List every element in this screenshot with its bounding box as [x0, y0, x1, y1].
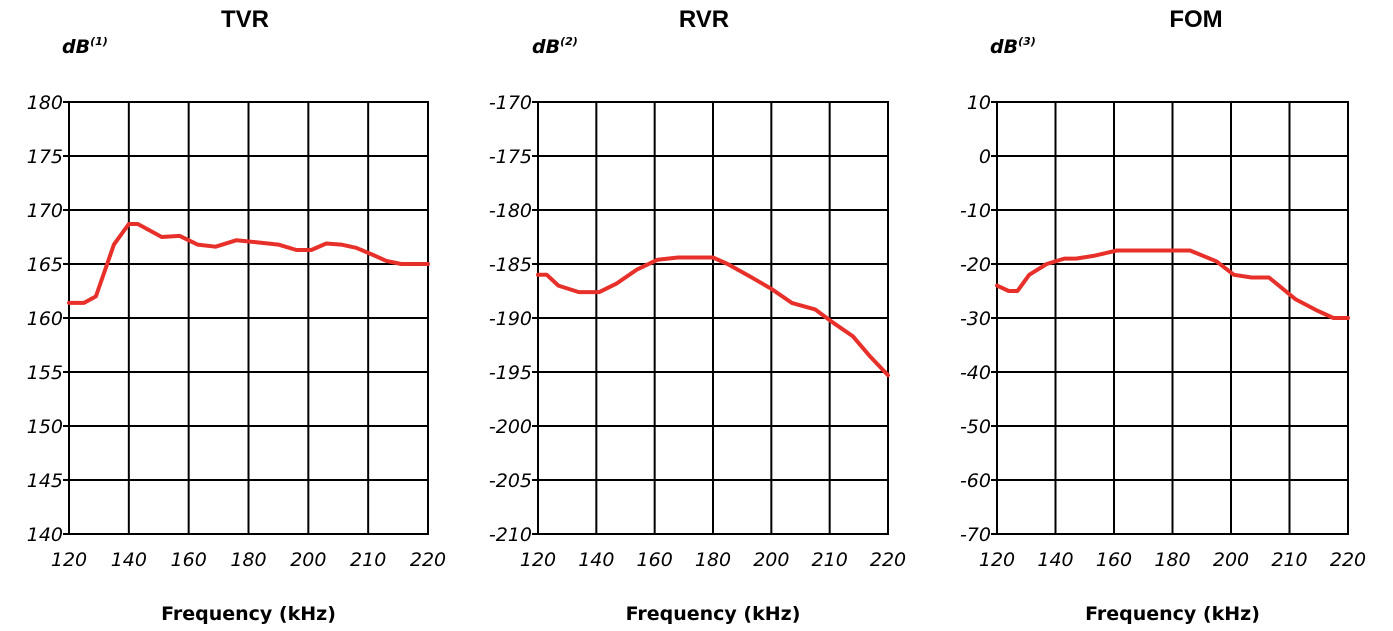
- x-tick-label: 120: [51, 549, 87, 571]
- y-tick-label: 0: [979, 146, 991, 168]
- x-tick-label: 210: [812, 549, 848, 571]
- y-tick-label: -170: [489, 92, 532, 114]
- y-axis-unit-superscript: (3): [1018, 35, 1036, 48]
- plot-frame: [537, 101, 889, 535]
- x-axis-label: Frequency (kHz): [626, 603, 801, 625]
- plot-frame: [68, 101, 429, 535]
- y-tick-label: -40: [960, 362, 991, 384]
- y-tick-label: 150: [27, 416, 63, 438]
- x-tick-label: 210: [350, 549, 386, 571]
- x-tick-label: 220: [870, 549, 906, 571]
- x-tick-label: 200: [290, 549, 326, 571]
- y-axis-unit-label: dB(1): [62, 35, 108, 58]
- y-tick-label: 145: [27, 470, 63, 492]
- x-tick-label: 140: [111, 549, 147, 571]
- x-tick-label: 180: [1154, 549, 1190, 571]
- x-axis-label: Frequency (kHz): [161, 603, 336, 625]
- x-tick-label: 160: [171, 549, 207, 571]
- y-tick-label: 140: [27, 524, 63, 546]
- y-axis-unit: dB: [990, 36, 1018, 58]
- x-tick-label: 120: [979, 549, 1015, 571]
- y-tick-label: 180: [27, 92, 63, 114]
- y-tick-label: -195: [489, 362, 532, 384]
- y-tick-label: -20: [960, 254, 991, 276]
- x-tick-label: 160: [637, 549, 673, 571]
- y-tick-label: -185: [489, 254, 532, 276]
- y-tick-label: -210: [489, 524, 532, 546]
- x-tick-label: 140: [578, 549, 614, 571]
- x-tick-label: 180: [695, 549, 731, 571]
- x-tick-label: 220: [410, 549, 446, 571]
- y-axis-unit-superscript: (1): [90, 35, 108, 48]
- x-tick-label: 120: [520, 549, 556, 571]
- x-tick-label: 220: [1330, 549, 1366, 571]
- y-tick-label: -200: [489, 416, 532, 438]
- y-tick-label: -50: [960, 416, 991, 438]
- x-tick-label: 210: [1271, 549, 1307, 571]
- y-tick-label: 10: [967, 92, 991, 114]
- series-line: [536, 255, 890, 378]
- chart-rvr: RVR dB(2) -170 -175 -180 -185 -190 -195 -200 -205…: [489, 6, 906, 625]
- y-tick-label: 155: [27, 362, 63, 384]
- y-tick-label: -205: [489, 470, 532, 492]
- chart-title: TVR: [221, 6, 269, 33]
- y-tick-label: 165: [27, 254, 63, 276]
- chart-title: RVR: [679, 6, 729, 33]
- series-line: [995, 248, 1350, 320]
- y-tick-label: 175: [27, 146, 63, 168]
- y-tick-label: -30: [960, 308, 991, 330]
- x-tick-label: 180: [230, 549, 266, 571]
- chart-tvr: TVR dB(1) 180 175 170 165 160 155 150 145 140 120 14…: [27, 6, 446, 625]
- y-axis-unit-label: dB(2): [532, 35, 578, 58]
- y-axis-unit: dB: [532, 36, 560, 58]
- y-axis-unit-label: dB(3): [990, 35, 1036, 58]
- series-line: [67, 222, 430, 305]
- y-tick-label: -70: [960, 524, 991, 546]
- y-tick-label: 170: [27, 200, 63, 222]
- y-tick-label: 160: [27, 308, 63, 330]
- x-axis-label: Frequency (kHz): [1085, 603, 1260, 625]
- y-axis-unit-superscript: (2): [560, 35, 578, 48]
- x-tick-label: 140: [1037, 549, 1073, 571]
- x-tick-label: 200: [753, 549, 789, 571]
- y-tick-label: -10: [960, 200, 991, 222]
- y-tick-label: -190: [489, 308, 532, 330]
- x-tick-label: 200: [1213, 549, 1249, 571]
- y-tick-label: -60: [960, 470, 991, 492]
- y-tick-label: -180: [489, 200, 532, 222]
- x-tick-label: 160: [1096, 549, 1132, 571]
- y-tick-label: -175: [489, 146, 532, 168]
- chart-fom: FOM dB(3) 10 0 -10 -20 -30 -40 -50 -60 -70 120 140 16…: [960, 6, 1366, 625]
- chart-title: FOM: [1169, 6, 1222, 33]
- y-axis-unit: dB: [62, 36, 90, 58]
